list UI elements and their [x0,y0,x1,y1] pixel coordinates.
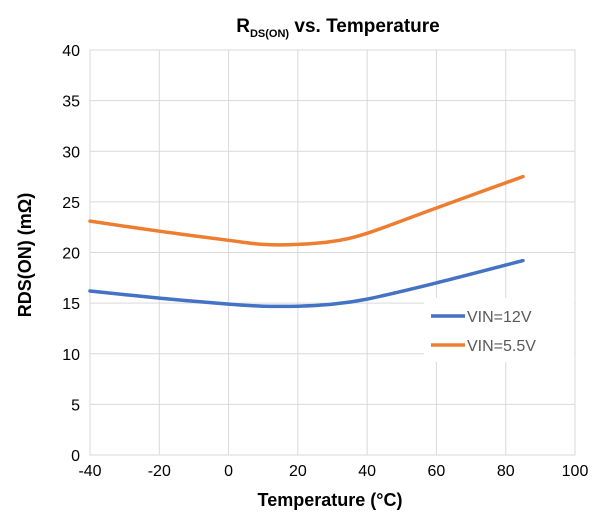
y-tick-label: 20 [62,246,80,263]
chart-title: RDS(ON) vs. Temperature [236,16,440,40]
y-tick-label: 30 [62,144,80,161]
series-line-1 [88,174,525,247]
legend: VIN=12V VIN=5.5V [424,298,574,362]
x-tick-label: -20 [148,463,171,480]
series-layer [88,174,525,309]
chart-title-prefix: R [236,16,250,37]
x-tick-label: 60 [428,463,446,480]
x-axis-title: Temperature (°C) [258,490,403,510]
y-tick-label: 15 [62,296,80,313]
y-axis-title: RDS(ON) (mΩ) [15,193,35,317]
legend-label-vin-12v: VIN=12V [467,309,532,326]
legend-background [424,298,574,362]
plot-frame [89,49,576,456]
y-tick-label: 35 [62,94,80,111]
x-tick-label: 0 [224,463,233,480]
legend-label-vin-5-5v: VIN=5.5V [467,338,536,355]
x-tick-label: 40 [358,463,376,480]
x-tick-label: 80 [497,463,515,480]
y-tick-label: 5 [71,397,80,414]
y-tick-label: 25 [62,195,80,212]
series-line-0 [88,258,525,309]
x-tick-label: 20 [289,463,307,480]
grid [89,49,576,456]
y-tick-label: 10 [62,347,80,364]
x-tick-label: 100 [562,463,589,480]
tick-labels: -40 -20 0 20 40 60 80 100 0 5 10 15 20 25 30 35 40 [62,43,588,480]
x-tick-label: -40 [78,463,101,480]
chart-title-subscript: DS(ON) [250,28,289,40]
chart-title-suffix: vs. Temperature [289,16,440,37]
y-tick-label: 40 [62,43,80,60]
y-tick-label: 0 [71,448,80,465]
